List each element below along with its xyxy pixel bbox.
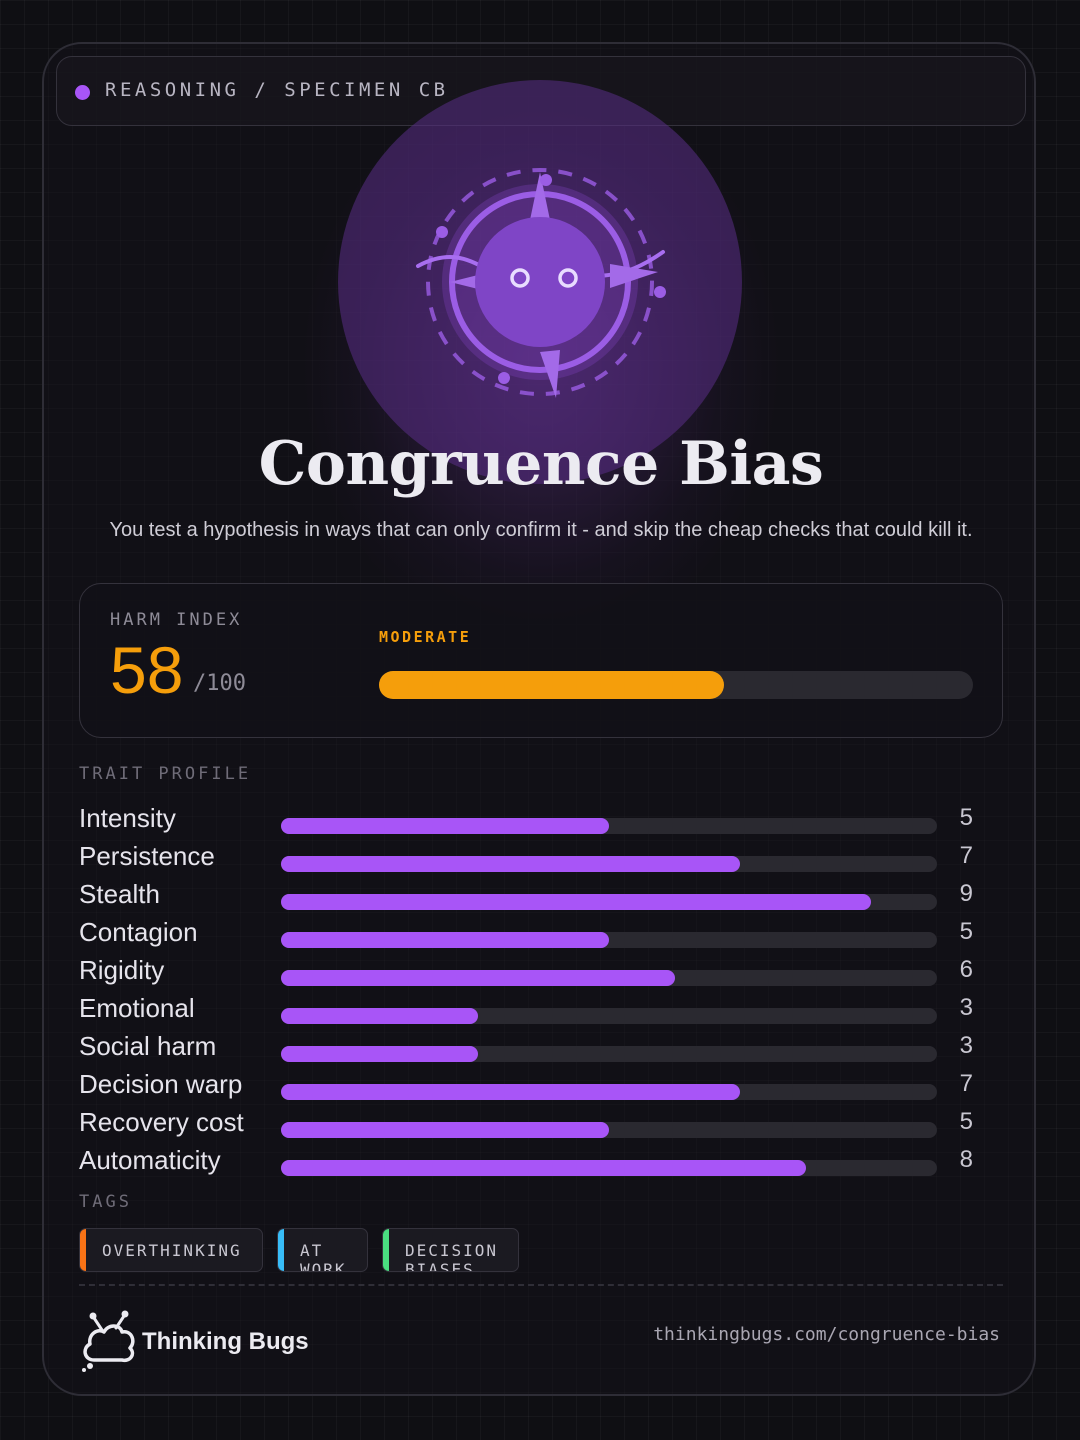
trait-bar-fill (281, 818, 609, 834)
trait-row: Contagion 5 (79, 915, 1003, 953)
trait-name: Stealth (79, 879, 160, 909)
trait-bar-track (281, 894, 937, 910)
trait-bar-fill (281, 932, 609, 948)
trait-value: 6 (959, 956, 973, 983)
trait-bar-track (281, 1084, 937, 1100)
trait-bar-track (281, 1160, 937, 1176)
trait-name: Persistence (79, 841, 215, 871)
compass-bug-icon (338, 80, 742, 484)
tag-chip[interactable]: OVERTHINKING (79, 1228, 263, 1272)
status-dot (75, 85, 90, 100)
divider (79, 1284, 1003, 1286)
trait-bar-fill (281, 1008, 478, 1024)
trait-value: 7 (959, 1070, 973, 1097)
harm-bar-fill (379, 671, 724, 699)
harm-index-panel: HARM INDEX 58 /100 MODERATE (79, 583, 1003, 738)
trait-name: Rigidity (79, 955, 165, 985)
tag-label: AT WORK (300, 1241, 347, 1272)
trait-name: Intensity (79, 803, 176, 833)
trait-row: Intensity 5 (79, 801, 1003, 839)
trait-value: 9 (959, 880, 973, 907)
trait-bar-fill (281, 1122, 609, 1138)
description: You test a hypothesis in ways that can o… (109, 519, 973, 541)
trait-value: 3 (959, 994, 973, 1021)
trait-bar-track (281, 1046, 937, 1062)
trait-bar-track (281, 970, 937, 986)
brand-name: Thinking Bugs (142, 1328, 309, 1355)
tag-label: OVERTHINKING (102, 1241, 242, 1260)
specimen-card: REASONING / SPECIMEN CB Congruence Bias … (42, 42, 1036, 1396)
trait-profile-label: TRAIT PROFILE (79, 764, 252, 784)
breadcrumb: REASONING / SPECIMEN CB (105, 79, 449, 101)
trait-row: Recovery cost 5 (79, 1105, 1003, 1143)
trait-name: Contagion (79, 917, 198, 947)
tag-label: DECISION BIASES (405, 1241, 499, 1272)
trait-row: Rigidity 6 (79, 953, 1003, 991)
trait-bar-track (281, 856, 937, 872)
tag-chip[interactable]: DECISION BIASES (382, 1228, 519, 1272)
trait-name: Automaticity (79, 1145, 221, 1175)
trait-bar-fill (281, 856, 741, 872)
tags-label: TAGS (79, 1192, 132, 1212)
tag-color-bar (80, 1229, 86, 1271)
tag-color-bar (383, 1229, 389, 1271)
trait-name: Recovery cost (79, 1107, 244, 1137)
trait-value: 5 (959, 1108, 973, 1135)
trait-row: Persistence 7 (79, 839, 1003, 877)
trait-row: Decision warp 7 (79, 1067, 1003, 1105)
trait-row: Stealth 9 (79, 877, 1003, 915)
trait-bar-fill (281, 1084, 741, 1100)
trait-bar-track (281, 818, 937, 834)
trait-bar-track (281, 932, 937, 948)
tag-color-bar (278, 1229, 284, 1271)
trait-name: Emotional (79, 993, 195, 1023)
trait-bar-fill (281, 894, 872, 910)
bug-cloud-icon (82, 1310, 135, 1372)
trait-list: Intensity 5 Persistence 7 Stealth 9 Contagion 5… (79, 801, 1003, 1181)
trait-bar-fill (281, 970, 675, 986)
harm-bar-track (379, 671, 973, 699)
tag-chip[interactable]: AT WORK (277, 1228, 368, 1272)
trait-row: Social harm 3 (79, 1029, 1003, 1067)
trait-name: Decision warp (79, 1069, 243, 1099)
page-url[interactable]: thinkingbugs.com/congruence-bias (653, 1324, 1000, 1345)
trait-bar-track (281, 1122, 937, 1138)
trait-bar-fill (281, 1046, 478, 1062)
trait-value: 5 (959, 804, 973, 831)
trait-name: Social harm (79, 1031, 217, 1061)
trait-value: 8 (959, 1146, 973, 1173)
trait-value: 3 (959, 1032, 973, 1059)
trait-bar-fill (281, 1160, 806, 1176)
harm-index-label: HARM INDEX (110, 610, 243, 630)
trait-bar-track (281, 1008, 937, 1024)
harm-max: /100 (193, 671, 246, 696)
trait-value: 7 (959, 842, 973, 869)
page-title: Congruence Bias (258, 429, 824, 499)
trait-value: 5 (959, 918, 973, 945)
harm-level: MODERATE (379, 628, 472, 646)
trait-row: Emotional 3 (79, 991, 1003, 1029)
trait-row: Automaticity 8 (79, 1143, 1003, 1181)
harm-score: 58 (110, 633, 184, 707)
